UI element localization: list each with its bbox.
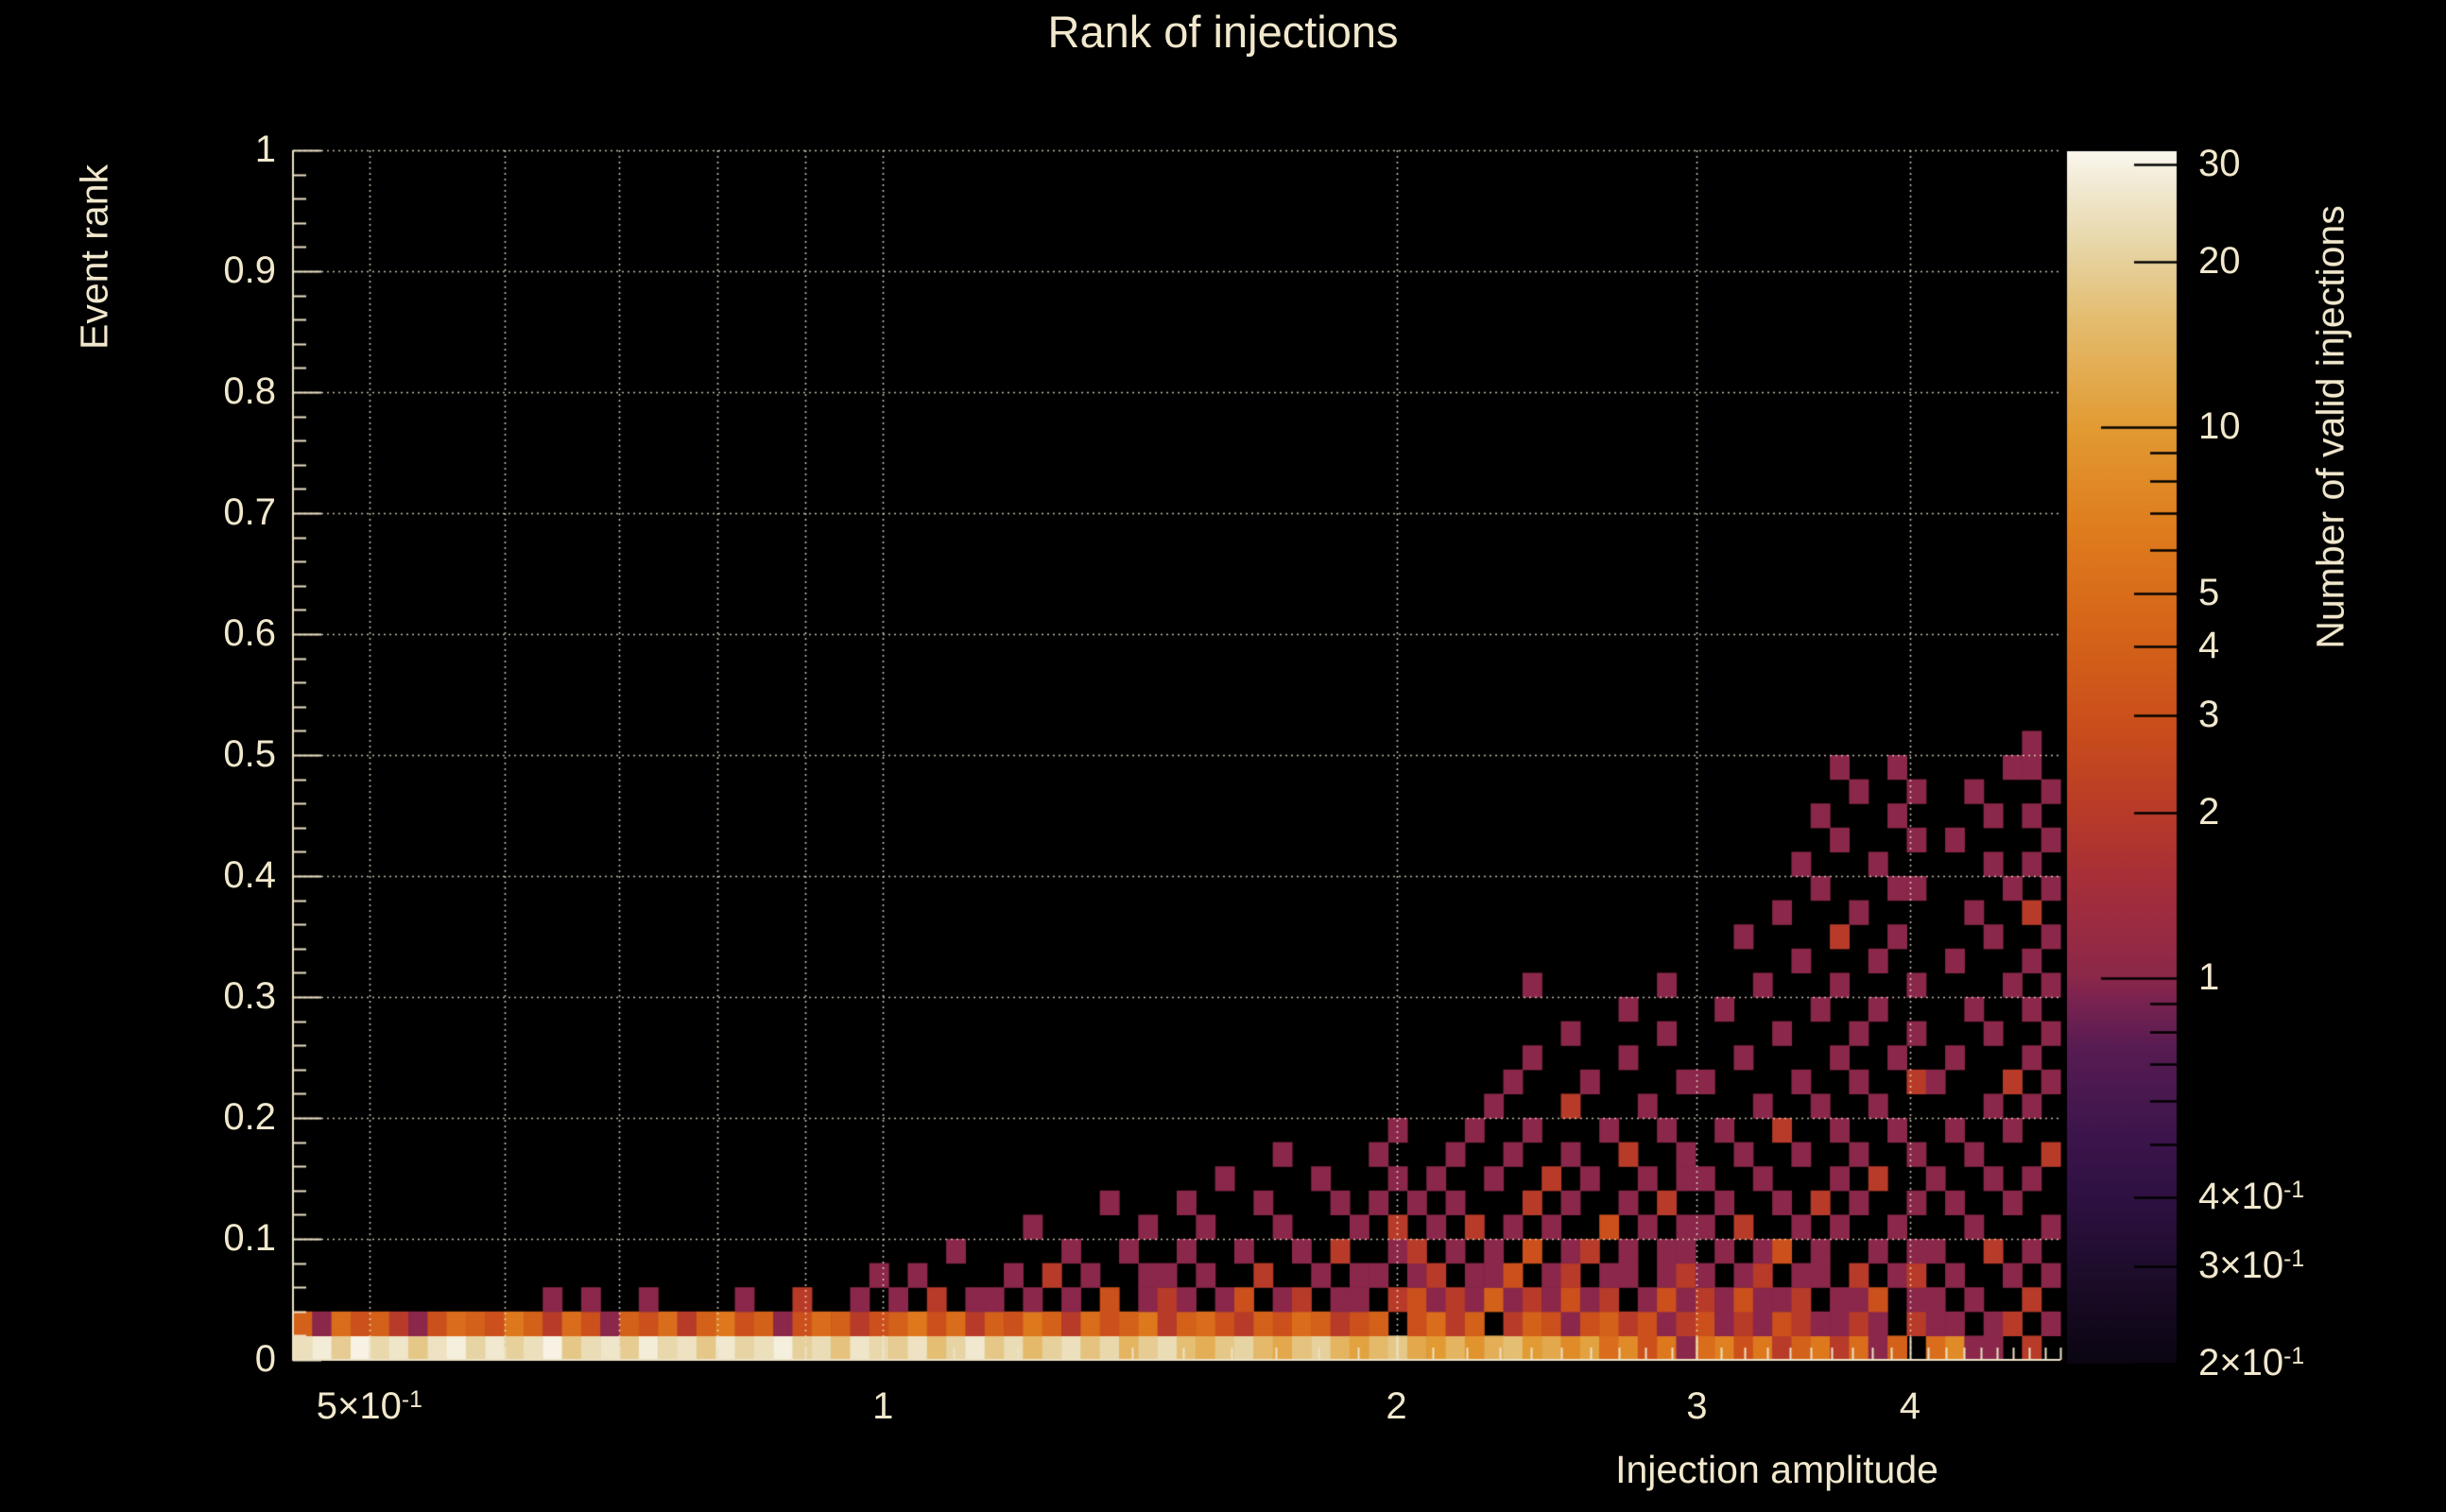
colorbar-tick-label: 3 bbox=[2198, 694, 2220, 736]
colorbar-tick-label: 10 bbox=[2198, 405, 2241, 448]
colorbar-tick-label: 2×10-1 bbox=[2198, 1342, 2305, 1383]
y-tick-label: 0.9 bbox=[223, 249, 276, 291]
x-tick-label: 1 bbox=[872, 1385, 894, 1427]
chart-title: Rank of injections bbox=[1047, 7, 1399, 57]
colorbar-tick-label: 30 bbox=[2198, 142, 2241, 184]
y-tick-label: 0.6 bbox=[223, 612, 276, 654]
colorbar-title: Number of valid injections bbox=[2308, 205, 2352, 649]
x-tick-label: 3 bbox=[1686, 1385, 1708, 1427]
y-tick-label: 0.7 bbox=[223, 491, 276, 533]
y-tick-label: 0.5 bbox=[223, 733, 276, 775]
y-tick-label: 0.3 bbox=[223, 975, 276, 1017]
x-axis-title: Injection amplitude bbox=[1615, 1448, 1938, 1491]
x-tick-label: 2 bbox=[1386, 1385, 1407, 1427]
y-tick-label: 0.4 bbox=[223, 854, 276, 896]
colorbar-tick-label: 4 bbox=[2198, 625, 2220, 667]
colorbar-tick-label: 20 bbox=[2198, 239, 2241, 282]
colorbar-tick-label: 2 bbox=[2198, 790, 2220, 833]
colorbar-tick-label: 1 bbox=[2198, 956, 2220, 999]
y-tick-label: 0.2 bbox=[223, 1096, 276, 1138]
colorbar-tick-label: 3×10-1 bbox=[2198, 1245, 2305, 1287]
y-tick-label: 0 bbox=[254, 1338, 276, 1380]
colorbar-tick-label: 4×10-1 bbox=[2198, 1176, 2305, 1218]
y-tick-label: 0.8 bbox=[223, 370, 276, 412]
y-tick-label: 1 bbox=[254, 129, 276, 170]
colorbar-tick-label: 5 bbox=[2198, 571, 2220, 613]
y-axis-title: Event rank bbox=[72, 164, 116, 350]
y-tick-label: 0.1 bbox=[223, 1217, 276, 1259]
x-tick-label: 5×10-1 bbox=[316, 1385, 422, 1427]
x-tick-label: 4 bbox=[1899, 1385, 1921, 1427]
